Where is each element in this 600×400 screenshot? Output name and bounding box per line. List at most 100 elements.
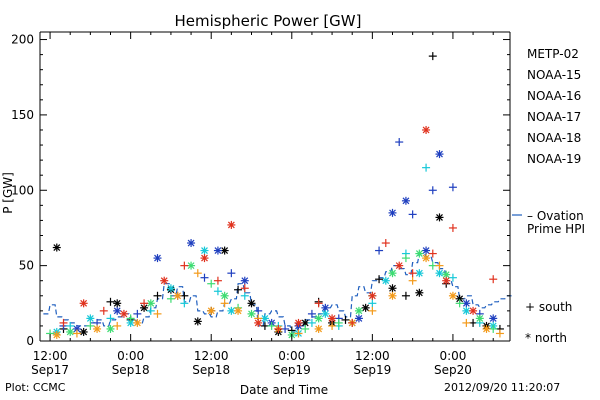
x-tick-label-time: 12:00 [194, 349, 229, 363]
footer-credit: Plot: CCMC [5, 381, 66, 394]
legend: METP-02 NOAA-15 NOAA-16 NOAA-17 NOAA-18 NOAA-… [512, 47, 585, 345]
data-point [99, 306, 108, 315]
data-point [469, 306, 478, 315]
data-point [213, 287, 222, 296]
x-tick-label-time: 0:00 [439, 349, 466, 363]
x-tick-label-time: 12:00 [33, 349, 68, 363]
data-point [79, 327, 88, 336]
data-point [428, 261, 437, 270]
data-point [227, 220, 236, 229]
data-point [260, 314, 269, 323]
data-point [200, 246, 209, 255]
data-point [469, 318, 478, 327]
data-point [86, 314, 95, 323]
data-point [348, 318, 357, 327]
series-noaa-19 [59, 125, 498, 333]
data-point [52, 243, 61, 252]
x-tick-label-date: Sep19 [273, 363, 311, 377]
legend-symbol-south: + south [525, 300, 572, 314]
legend-entry-noaa-16: NOAA-16 [527, 89, 581, 103]
data-point [220, 291, 229, 300]
data-point [361, 303, 370, 312]
data-point [422, 246, 431, 255]
y-tick-label: 0 [26, 334, 34, 348]
data-point [401, 291, 410, 300]
data-point [314, 314, 323, 323]
data-point [220, 299, 229, 308]
data-point [173, 291, 182, 300]
data-point [119, 309, 128, 318]
data-point [207, 306, 216, 315]
data-point [448, 273, 457, 282]
x-tick-label-date: Sep20 [434, 363, 472, 377]
data-point [106, 314, 115, 323]
data-point [388, 269, 397, 278]
data-point [428, 249, 437, 258]
legend-entry-noaa-15: NOAA-15 [527, 68, 581, 82]
plot-area [43, 52, 512, 339]
data-point [281, 324, 290, 333]
data-point [388, 284, 397, 293]
data-point [133, 318, 142, 327]
data-point [274, 324, 283, 333]
data-point [86, 321, 95, 330]
data-point [301, 324, 310, 333]
data-point [240, 284, 249, 293]
data-point [213, 246, 222, 255]
data-point [52, 330, 61, 339]
data-point [475, 314, 484, 323]
x-tick-label-time: 0:00 [278, 349, 305, 363]
data-point [213, 276, 222, 285]
data-point [227, 269, 236, 278]
data-point [415, 249, 424, 258]
data-point [294, 329, 303, 338]
data-point [153, 309, 162, 318]
data-point [448, 223, 457, 232]
data-point [133, 309, 142, 318]
legend-ovation-line2: Prime HPI [527, 222, 585, 236]
data-point [314, 324, 323, 333]
data-point [113, 299, 122, 308]
data-point [462, 306, 471, 315]
y-tick-label: 100 [11, 183, 34, 197]
legend-entry-noaa-17: NOAA-17 [527, 110, 581, 124]
data-point [422, 125, 431, 134]
data-point [408, 269, 417, 278]
data-point [435, 213, 444, 222]
x-tick-label-date: Sep18 [192, 363, 230, 377]
data-point [375, 246, 384, 255]
data-point [93, 324, 102, 333]
legend-entry-metp-02: METP-02 [527, 47, 579, 61]
data-point [307, 318, 316, 327]
data-point [395, 138, 404, 147]
data-point [489, 324, 498, 333]
data-point [247, 299, 256, 308]
ovation-hpi-line [43, 253, 512, 333]
data-point [495, 329, 504, 338]
data-point [180, 299, 189, 308]
data-point [334, 318, 343, 327]
data-point [113, 321, 122, 330]
data-point [254, 318, 263, 327]
data-point [448, 183, 457, 192]
data-point [368, 306, 377, 315]
data-point [428, 186, 437, 195]
data-point [126, 314, 135, 323]
data-point [207, 279, 216, 288]
chart-title: Hemispheric Power [GW] [175, 12, 362, 30]
legend-ovation-line1: – Ovation [527, 209, 584, 223]
data-point [328, 314, 337, 323]
data-point [408, 276, 417, 285]
data-point [321, 309, 330, 318]
data-point [200, 254, 209, 263]
data-point [435, 150, 444, 159]
data-point [368, 291, 377, 300]
y-tick-label: 50 [19, 259, 34, 273]
series-metp-02 [52, 52, 504, 336]
data-point [254, 306, 263, 315]
data-point [59, 318, 68, 327]
data-point [160, 276, 169, 285]
data-point [146, 306, 155, 315]
axes: 05010015020012:00Sep170:00Sep1812:00Sep1… [11, 31, 511, 377]
data-point [462, 299, 471, 308]
